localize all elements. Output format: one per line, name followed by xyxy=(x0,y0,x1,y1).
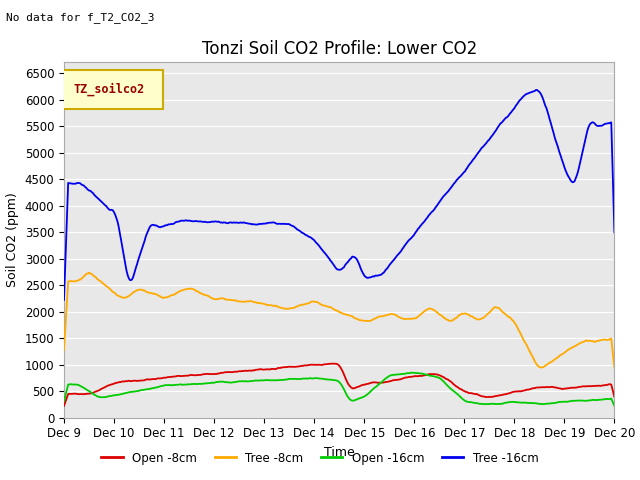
Text: TZ_soilco2: TZ_soilco2 xyxy=(74,83,145,96)
Title: Tonzi Soil CO2 Profile: Lower CO2: Tonzi Soil CO2 Profile: Lower CO2 xyxy=(202,40,477,58)
X-axis label: Time: Time xyxy=(324,446,355,459)
Text: No data for f_T2_CO2_3: No data for f_T2_CO2_3 xyxy=(6,12,155,23)
Legend: Open -8cm, Tree -8cm, Open -16cm, Tree -16cm: Open -8cm, Tree -8cm, Open -16cm, Tree -… xyxy=(97,447,543,469)
FancyBboxPatch shape xyxy=(61,70,163,108)
Y-axis label: Soil CO2 (ppm): Soil CO2 (ppm) xyxy=(6,192,19,288)
